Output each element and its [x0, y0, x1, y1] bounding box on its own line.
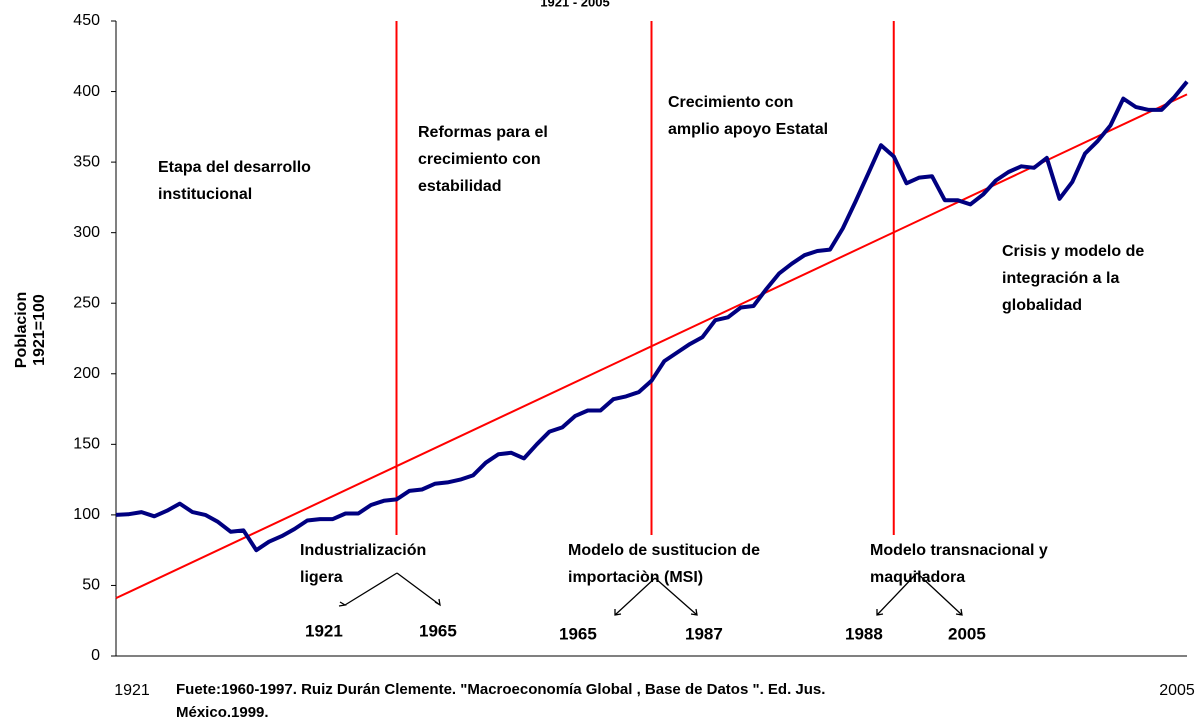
annotation: institucional — [158, 186, 252, 203]
x-tick-label: 2005 — [1159, 682, 1195, 699]
period-year: 1988 — [845, 624, 883, 643]
annotation: Crisis y modelo de — [1002, 243, 1144, 260]
y-tick-label: 250 — [73, 294, 100, 311]
y-tick-label: 300 — [73, 224, 100, 241]
annotation: ligera — [300, 569, 343, 586]
period-year: 2005 — [948, 624, 986, 643]
arrow — [614, 577, 698, 616]
annotation: globalidad — [1002, 297, 1082, 314]
annotation: Modelo transnacional y — [870, 542, 1048, 559]
y-tick-label: 0 — [91, 647, 100, 664]
annotation: Etapa del desarrollo — [158, 159, 311, 176]
y-tick-label: 400 — [73, 83, 100, 100]
y-tick-label: 200 — [73, 365, 100, 382]
annotation: estabilidad — [418, 178, 502, 195]
source-note: México.1999. — [176, 704, 269, 721]
y-tick-label: 50 — [82, 577, 100, 594]
annotation: Industrialización — [300, 542, 426, 559]
x-tick-label: 1921 — [114, 682, 150, 699]
arrow — [876, 572, 963, 616]
annotation: amplio apoyo Estatal — [668, 121, 828, 138]
annotation: Reformas para el — [418, 124, 548, 141]
annotation: importaciòn (MSI) — [568, 569, 703, 586]
annotation: crecimiento con — [418, 151, 541, 168]
source-note: Fuete:1960-1997. Ruiz Durán Clemente. "M… — [176, 681, 825, 698]
y-tick-label: 350 — [73, 153, 100, 170]
data-line — [115, 80, 1189, 553]
y-axis-label: Poblacion — [13, 292, 30, 368]
period-year: 1921 — [305, 621, 343, 640]
y-axis-label: 1921=100 — [31, 294, 48, 366]
period-year: 1965 — [419, 621, 457, 640]
period-year: 1987 — [685, 624, 723, 643]
chart-title: 1921 - 2005 — [540, 0, 609, 9]
y-tick-label: 100 — [73, 506, 100, 523]
period-year: 1965 — [559, 624, 597, 643]
arrow — [338, 572, 441, 607]
annotation: maquiladora — [870, 569, 965, 586]
arrows — [338, 572, 963, 616]
trend-line — [115, 93, 1188, 600]
y-tick-label: 450 — [73, 12, 100, 29]
annotation: integración a la — [1002, 270, 1119, 287]
annotation: Crecimiento con — [668, 94, 793, 111]
y-tick-label: 150 — [73, 436, 100, 453]
annotation: Modelo de sustitucion de — [568, 542, 760, 559]
